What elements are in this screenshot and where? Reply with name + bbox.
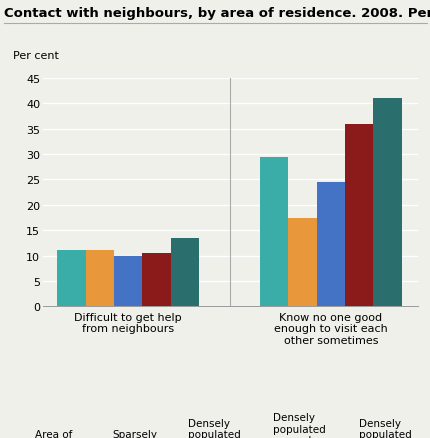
Text: Contact with neighbours, by area of residence. 2008. Per cent: Contact with neighbours, by area of resi… — [4, 7, 430, 20]
Bar — [170, 238, 199, 307]
Bar — [142, 254, 170, 307]
Bar — [288, 218, 316, 307]
Bar — [57, 251, 86, 307]
Bar — [259, 157, 288, 307]
Bar — [316, 183, 344, 307]
Legend: Area of
residence,
total, Sparsely
populated
areas, Densely
populated
areas, les: Area of residence, total, Sparsely popul… — [18, 412, 430, 438]
Bar — [114, 256, 142, 307]
Bar — [373, 99, 401, 307]
Bar — [344, 124, 373, 307]
Bar — [86, 251, 114, 307]
Text: Per cent: Per cent — [13, 51, 59, 60]
